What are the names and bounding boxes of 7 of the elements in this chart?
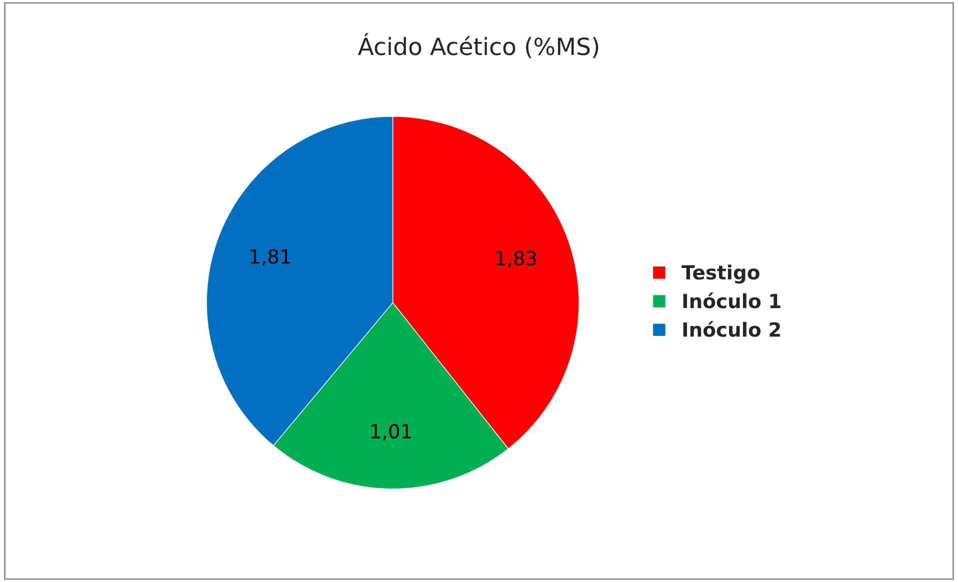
- data-label: 1,81: [250, 249, 290, 266]
- legend-label: Testigo: [682, 264, 760, 284]
- data-label: 1,83: [496, 250, 536, 268]
- chart-title: Ácido Acético (%MS): [358, 33, 598, 58]
- legend-label: Inóculo 2: [683, 321, 780, 337]
- legend-label: Inóculo 1: [683, 292, 780, 308]
- data-label: 1,01: [372, 424, 411, 441]
